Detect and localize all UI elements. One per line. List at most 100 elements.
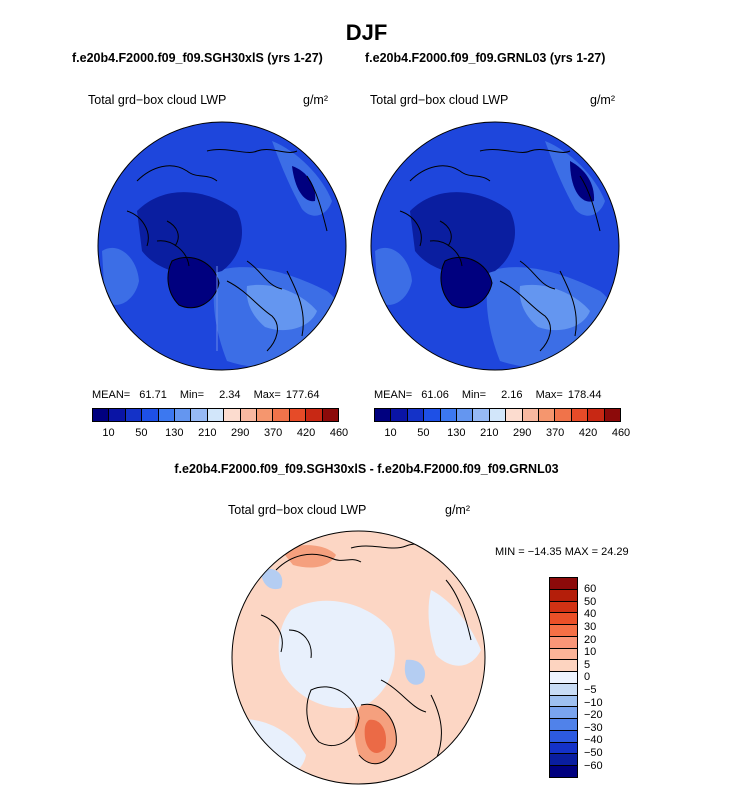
colorbar-swatch: [289, 409, 307, 421]
coastline: [126, 149, 328, 352]
colorbar-tick-label: 460: [329, 427, 349, 439]
colorbar-tick-label: −5: [584, 684, 597, 697]
colorbar-swatch: [550, 707, 577, 720]
min-value: 2.16: [501, 389, 523, 401]
colorbar-swatch: [158, 409, 176, 421]
colorbar-tick-label: 130: [447, 427, 466, 439]
negative-region: [261, 568, 283, 590]
colorbar-tick-label: 60: [584, 583, 597, 596]
positive-region: [281, 545, 336, 568]
colorbar-tick-label: 50: [135, 427, 148, 439]
colorbar-swatch: [539, 409, 556, 421]
colorbar-swatch: [604, 409, 621, 421]
low-lwp-patch: [410, 192, 515, 275]
colorbar-swatch: [550, 766, 577, 778]
colorbar-swatch: [407, 409, 425, 421]
colorbar-swatch: [175, 409, 192, 421]
colorbar-swatch: [550, 719, 577, 731]
right-panel-label: Total grd−box cloud LWP: [370, 93, 509, 107]
colorbar-swatch: [224, 409, 241, 421]
max-value: 177.64: [285, 389, 320, 401]
colorbar-tick-label: 210: [480, 427, 499, 439]
colorbar-tick-label: 0: [584, 671, 591, 684]
diff-subtitle: f.e20b4.F2000.f09_f09.SGH30xlS - f.e20b4…: [174, 462, 559, 476]
colorbar-tick-label: 210: [198, 427, 217, 439]
colorbar-tick-label: −20: [584, 709, 603, 722]
colorbar-swatch: [457, 409, 474, 421]
colorbar-tick-label: 290: [513, 427, 532, 439]
right-colorbar: [374, 408, 621, 422]
colorbar-swatch: [109, 409, 126, 421]
colorbar-swatch: [489, 409, 507, 421]
colorbar-swatch: [550, 672, 577, 684]
colorbar-swatch: [550, 648, 577, 661]
colorbar-tick-label: 370: [545, 427, 565, 439]
siberia-low-lwp: [292, 166, 316, 202]
max-label: Max=: [253, 389, 281, 401]
colorbar-swatch: [550, 625, 577, 637]
left-panel-label: Total grd−box cloud LWP: [88, 93, 227, 107]
mean-value: 61.06: [421, 389, 449, 401]
colorbar-swatch: [273, 409, 290, 421]
colorbar-swatch: [550, 636, 577, 649]
min-label: Min=: [179, 389, 205, 401]
colorbar-swatch: [375, 409, 392, 421]
diff-minmax: MIN = −14.35 MAX = 24.29: [495, 546, 629, 558]
left-polar-map: [97, 121, 347, 371]
colorbar-swatch: [440, 409, 458, 421]
colorbar-tick-label: 30: [584, 621, 597, 634]
min-label: Min=: [461, 389, 487, 401]
colorbar-tick-label: 130: [165, 427, 184, 439]
coastline: [399, 149, 601, 352]
colorbar-tick-label: 290: [231, 427, 250, 439]
right-panel-units: g/m²: [590, 93, 615, 107]
moderate-lwp-patch: [102, 247, 139, 305]
colorbar-swatch: [240, 409, 258, 421]
left-colorbar: [92, 408, 339, 422]
colorbar-swatch: [191, 409, 208, 421]
negative-region: [404, 659, 426, 685]
colorbar-swatch: [257, 409, 274, 421]
left-panel-units: g/m²: [303, 93, 328, 107]
colorbar-swatch: [550, 730, 577, 743]
left-panel-subtitle: f.e20b4.F2000.f09_f09.SGH30xlS (yrs 1-27…: [72, 51, 323, 65]
colorbar-tick-label: −50: [584, 747, 603, 760]
colorbar-swatch: [588, 409, 605, 421]
colorbar-tick-label: 5: [584, 658, 591, 671]
colorbar-swatch: [550, 578, 577, 590]
diff-units: g/m²: [445, 503, 470, 517]
right-polar-map: [370, 121, 620, 371]
colorbar-swatch: [207, 409, 225, 421]
near-zero-region: [428, 590, 481, 666]
colorbar-swatch: [93, 409, 110, 421]
figure-title: DJF: [345, 20, 388, 45]
colorbar-swatch: [306, 409, 323, 421]
colorbar-tick-label: 40: [584, 608, 597, 621]
min-value: 2.34: [219, 389, 241, 401]
mean-label: MEAN=: [92, 389, 131, 401]
colorbar-tick-label: 20: [584, 633, 597, 646]
colorbar-swatch: [125, 409, 143, 421]
colorbar-tick-label: 420: [296, 427, 316, 439]
colorbar-swatch: [391, 409, 408, 421]
colorbar-swatch: [571, 409, 589, 421]
colorbar-tick-label: 50: [584, 595, 597, 608]
colorbar-swatch: [550, 613, 577, 626]
colorbar-tick-label: 420: [578, 427, 598, 439]
near-zero-region: [278, 600, 395, 709]
mean-value: 61.71: [139, 389, 167, 401]
colorbar-tick-label: 50: [417, 427, 430, 439]
colorbar-tick-label: 370: [263, 427, 283, 439]
strong-positive-region: [364, 719, 387, 753]
colorbar-swatch: [142, 409, 159, 421]
colorbar-swatch: [506, 409, 523, 421]
diff-colorbar-labels: 60 50 40 30 20 10 5 0 −5 −10 −20 −30 −40 −50 −60: [584, 583, 624, 772]
colorbar-tick-label: 10: [584, 646, 597, 659]
colorbar-swatch: [424, 409, 441, 421]
map-boundary: [97, 121, 347, 371]
high-lwp-patch: [246, 284, 317, 331]
left-panel-stats: MEAN= 61.71 Min= 2.34 Max= 177.64: [92, 389, 320, 401]
colorbar-tick-label: 460: [611, 427, 631, 439]
mean-label: MEAN=: [374, 389, 413, 401]
colorbar-swatch: [550, 660, 577, 673]
